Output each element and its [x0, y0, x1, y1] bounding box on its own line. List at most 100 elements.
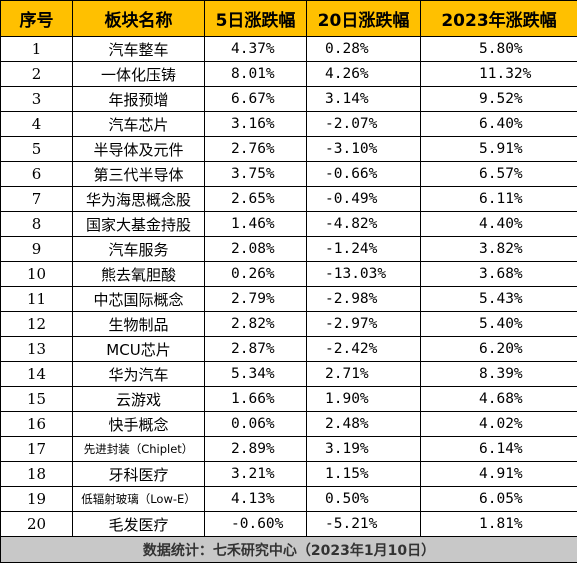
cell-index: 2 [1, 62, 73, 87]
cell-5d-change: -0.60% [205, 512, 307, 537]
header-index: 序号 [1, 1, 73, 37]
cell-2023-change: 5.80% [421, 37, 577, 62]
cell-sector-name: 先进封装（Chiplet） [73, 437, 205, 462]
cell-sector-name: 半导体及元件 [73, 137, 205, 162]
cell-index: 11 [1, 287, 73, 312]
cell-2023-change: 4.91% [421, 462, 577, 487]
footer-row: 数据统计：七禾研究中心（2023年1月10日） [1, 537, 577, 563]
cell-20d-change: 3.19% [307, 437, 421, 462]
cell-index: 15 [1, 387, 73, 412]
cell-5d-change: 0.26% [205, 262, 307, 287]
cell-sector-name: 快手概念 [73, 412, 205, 437]
cell-20d-change: -1.24% [307, 237, 421, 262]
cell-5d-change: 3.75% [205, 162, 307, 187]
cell-index: 19 [1, 487, 73, 512]
cell-sector-name: 年报预增 [73, 87, 205, 112]
header-sector-name: 板块名称 [73, 1, 205, 37]
cell-sector-name: 汽车服务 [73, 237, 205, 262]
cell-5d-change: 3.16% [205, 112, 307, 137]
cell-index: 4 [1, 112, 73, 137]
cell-2023-change: 6.20% [421, 337, 577, 362]
cell-5d-change: 2.08% [205, 237, 307, 262]
cell-5d-change: 4.13% [205, 487, 307, 512]
cell-index: 12 [1, 312, 73, 337]
cell-2023-change: 1.81% [421, 512, 577, 537]
cell-5d-change: 1.66% [205, 387, 307, 412]
cell-2023-change: 5.40% [421, 312, 577, 337]
cell-sector-name: MCU芯片 [73, 337, 205, 362]
cell-5d-change: 2.82% [205, 312, 307, 337]
header-row: 序号 板块名称 5日涨跌幅 20日涨跌幅 2023年涨跌幅 [1, 1, 577, 37]
cell-20d-change: 1.15% [307, 462, 421, 487]
cell-20d-change: -2.07% [307, 112, 421, 137]
cell-sector-name: 汽车芯片 [73, 112, 205, 137]
cell-20d-change: -0.49% [307, 187, 421, 212]
cell-index: 16 [1, 412, 73, 437]
cell-20d-change: 0.50% [307, 487, 421, 512]
cell-5d-change: 2.87% [205, 337, 307, 362]
cell-2023-change: 3.68% [421, 262, 577, 287]
cell-20d-change: 2.71% [307, 362, 421, 387]
cell-2023-change: 5.91% [421, 137, 577, 162]
cell-5d-change: 5.34% [205, 362, 307, 387]
cell-2023-change: 4.68% [421, 387, 577, 412]
cell-2023-change: 3.82% [421, 237, 577, 262]
cell-5d-change: 4.37% [205, 37, 307, 62]
cell-sector-name: 熊去氧胆酸 [73, 262, 205, 287]
header-5d-change: 5日涨跌幅 [205, 1, 307, 37]
cell-20d-change: -2.97% [307, 312, 421, 337]
cell-2023-change: 5.43% [421, 287, 577, 312]
cell-index: 3 [1, 87, 73, 112]
cell-index: 20 [1, 512, 73, 537]
cell-5d-change: 0.06% [205, 412, 307, 437]
cell-5d-change: 2.76% [205, 137, 307, 162]
cell-5d-change: 2.89% [205, 437, 307, 462]
cell-index: 18 [1, 462, 73, 487]
cell-2023-change: 4.02% [421, 412, 577, 437]
cell-sector-name: 第三代半导体 [73, 162, 205, 187]
cell-sector-name: 毛发医疗 [73, 512, 205, 537]
cell-sector-name: 牙科医疗 [73, 462, 205, 487]
cell-2023-change: 6.40% [421, 112, 577, 137]
cell-sector-name: 国家大基金持股 [73, 212, 205, 237]
cell-20d-change: -13.03% [307, 262, 421, 287]
cell-2023-change: 6.11% [421, 187, 577, 212]
cell-sector-name: 低辐射玻璃（Low-E） [73, 487, 205, 512]
cell-index: 6 [1, 162, 73, 187]
cell-index: 1 [1, 37, 73, 62]
header-20d-change: 20日涨跌幅 [307, 1, 421, 37]
cell-20d-change: -4.82% [307, 212, 421, 237]
cell-sector-name: 一体化压铸 [73, 62, 205, 87]
cell-5d-change: 3.21% [205, 462, 307, 487]
cell-sector-name: 云游戏 [73, 387, 205, 412]
cell-sector-name: 华为汽车 [73, 362, 205, 387]
cell-sector-name: 生物制品 [73, 312, 205, 337]
cell-20d-change: 0.28% [307, 37, 421, 62]
cell-5d-change: 1.46% [205, 212, 307, 237]
cell-2023-change: 6.05% [421, 487, 577, 512]
cell-2023-change: 4.40% [421, 212, 577, 237]
cell-2023-change: 6.14% [421, 437, 577, 462]
cell-20d-change: 1.90% [307, 387, 421, 412]
cell-index: 14 [1, 362, 73, 387]
cell-20d-change: 4.26% [307, 62, 421, 87]
cell-20d-change: -3.10% [307, 137, 421, 162]
cell-sector-name: 中芯国际概念 [73, 287, 205, 312]
cell-5d-change: 2.79% [205, 287, 307, 312]
cell-20d-change: -2.42% [307, 337, 421, 362]
